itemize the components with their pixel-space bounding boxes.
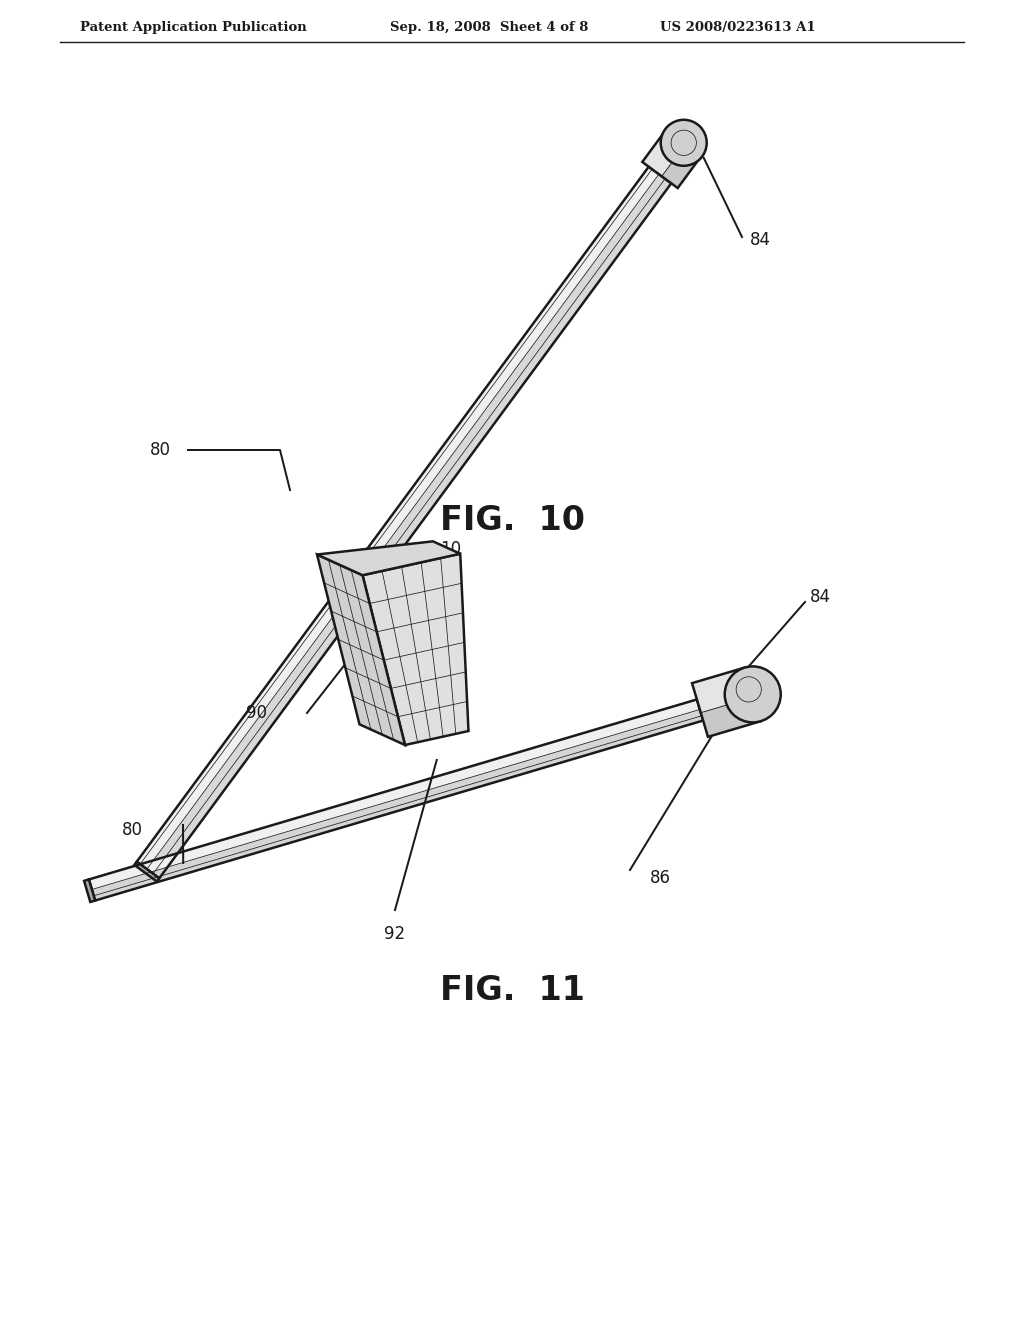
Text: 84: 84 bbox=[810, 587, 831, 606]
Text: 86: 86 bbox=[650, 869, 671, 887]
Text: Patent Application Publication: Patent Application Publication bbox=[80, 21, 307, 34]
Text: Sep. 18, 2008  Sheet 4 of 8: Sep. 18, 2008 Sheet 4 of 8 bbox=[390, 21, 589, 34]
Text: US 2008/0223613 A1: US 2008/0223613 A1 bbox=[660, 21, 816, 34]
Polygon shape bbox=[692, 668, 754, 713]
Text: 80: 80 bbox=[150, 441, 171, 459]
Polygon shape bbox=[700, 697, 761, 737]
Text: 84: 84 bbox=[750, 231, 771, 249]
Polygon shape bbox=[317, 541, 460, 576]
Text: 10: 10 bbox=[440, 540, 461, 558]
Polygon shape bbox=[362, 553, 469, 744]
Polygon shape bbox=[84, 879, 95, 902]
Circle shape bbox=[725, 667, 780, 722]
Polygon shape bbox=[642, 129, 685, 177]
Text: 90: 90 bbox=[246, 704, 267, 722]
Text: 92: 92 bbox=[384, 925, 406, 942]
Polygon shape bbox=[92, 709, 703, 900]
Polygon shape bbox=[89, 700, 699, 890]
Circle shape bbox=[660, 120, 707, 166]
Polygon shape bbox=[317, 554, 406, 744]
Polygon shape bbox=[137, 166, 658, 869]
Polygon shape bbox=[146, 174, 672, 878]
Polygon shape bbox=[662, 144, 701, 187]
Text: 80: 80 bbox=[122, 821, 143, 840]
Polygon shape bbox=[134, 862, 160, 882]
Text: FIG.  11: FIG. 11 bbox=[439, 974, 585, 1006]
Text: FIG.  10: FIG. 10 bbox=[439, 503, 585, 536]
